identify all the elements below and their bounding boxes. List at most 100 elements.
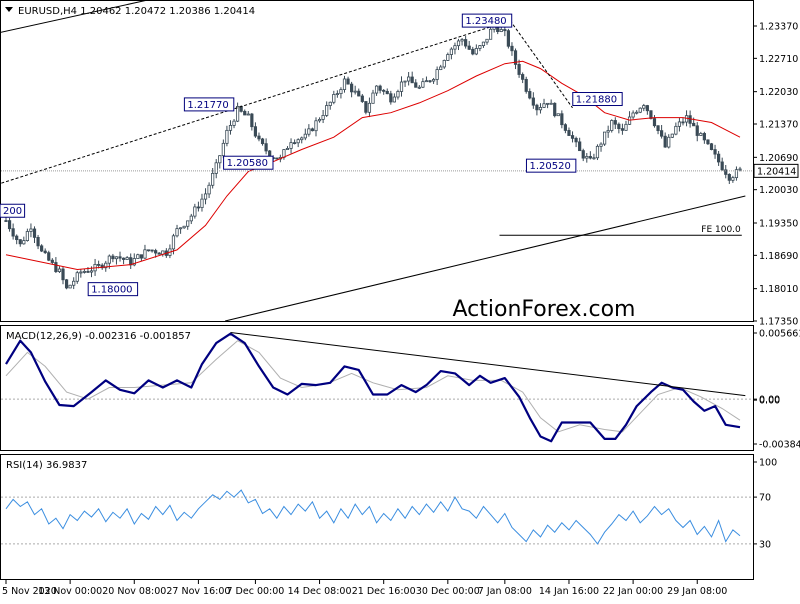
candle-body (606, 130, 610, 133)
candle-body (303, 133, 307, 139)
macd-tick-label: 0.00 (759, 396, 780, 407)
candle-body (118, 256, 122, 259)
candle-body (553, 102, 557, 117)
candle-body (699, 133, 703, 136)
candle-body (221, 142, 225, 157)
candle-body (200, 198, 204, 208)
candle-body (521, 74, 525, 80)
candle-body (595, 145, 600, 159)
candle-body (471, 48, 475, 55)
candle-body (403, 80, 407, 83)
candle-body (382, 89, 386, 92)
candle-body (353, 90, 357, 93)
macd-tick-label: 0.005661 (759, 329, 800, 340)
candle-body (442, 59, 446, 68)
candle-body (228, 125, 233, 131)
price-label-box (223, 155, 274, 170)
candle-body (207, 184, 211, 195)
time-tick-label: 14 Jan 16:00 (539, 586, 599, 597)
candle-body (439, 66, 443, 71)
candle-body (681, 121, 685, 124)
candle-body (592, 157, 596, 160)
candle-body (289, 142, 293, 149)
candle-body (399, 81, 404, 92)
candle-body (709, 143, 714, 150)
price-tick-label: 1.23370 (759, 22, 798, 33)
candle-body (57, 268, 62, 273)
candle-body (257, 135, 261, 140)
price-tick-label: 1.20030 (759, 185, 798, 196)
candle-body (688, 115, 692, 124)
candle-body (47, 252, 51, 261)
macd-signal-line (5, 340, 741, 433)
time-tick-label: 20 Nov 08:00 (102, 586, 166, 597)
candle-body (296, 139, 300, 144)
candle-body (364, 101, 368, 113)
price-label-box (461, 13, 513, 28)
candle-body (414, 82, 418, 88)
candle-body (538, 107, 543, 111)
candle-body (150, 249, 154, 252)
candle-body (510, 45, 514, 52)
candle-body (663, 135, 667, 148)
candle-body (328, 101, 332, 106)
time-tick-label: 29 Jan 08:00 (667, 586, 727, 597)
rsi-line (5, 489, 741, 545)
candle-body (535, 104, 539, 111)
candle-body (285, 147, 290, 151)
symbol-dropdown-icon[interactable] (5, 7, 13, 12)
candle-body (410, 76, 414, 84)
candle-body (692, 122, 696, 127)
candle-body (635, 111, 639, 114)
candle-body (645, 105, 649, 112)
candle-body (360, 95, 364, 102)
time-tick-label: 27 Nov 16:00 (166, 586, 230, 597)
candle-body (467, 45, 471, 50)
candle-body (724, 169, 728, 175)
candle-body (97, 264, 101, 266)
price-label-text: 1.21770 (187, 100, 228, 111)
candle-body (293, 142, 297, 145)
price-label-text: 200 (3, 206, 22, 217)
candle-body (610, 120, 614, 131)
candle-body (18, 239, 22, 245)
candle-body (667, 136, 671, 148)
candle-body (531, 97, 535, 106)
price-tick-label: 1.22030 (759, 87, 798, 98)
candle-body (424, 80, 429, 83)
candle-body (677, 121, 682, 127)
candle-body (581, 150, 585, 159)
price-tick-label: 1.17350 (759, 317, 798, 328)
candle-body (50, 259, 54, 263)
candle-body (68, 284, 72, 289)
candle-body (339, 89, 343, 95)
candle-body (175, 228, 179, 237)
rsi-layer (1, 489, 753, 545)
candle-body (371, 92, 375, 104)
candle-body (157, 252, 161, 255)
candle-body (389, 93, 393, 103)
price-label-text: 1.20520 (529, 161, 570, 172)
price-label-box (183, 97, 235, 112)
candle-body (588, 156, 592, 159)
candle-body (631, 112, 635, 118)
time-tick-label: 13 Nov 00:00 (38, 586, 102, 597)
rsi-tick-label: 70 (759, 493, 771, 504)
candle-body (29, 228, 33, 232)
price-label-box (87, 282, 139, 297)
candle-body (342, 78, 347, 90)
candle-body (563, 124, 568, 131)
candle-body (325, 105, 329, 116)
price-label-text: 1.21880 (576, 95, 617, 106)
candle-body (431, 79, 436, 82)
candle-body (481, 41, 486, 47)
candle-body (314, 120, 318, 132)
macd-main-line (5, 332, 741, 443)
candle-body (503, 29, 507, 32)
last-price-badge (753, 163, 799, 178)
candle-body (189, 215, 193, 222)
candle-body (446, 54, 450, 61)
candle-body (506, 30, 510, 47)
candle-body (214, 162, 218, 174)
candle-body (357, 90, 361, 97)
